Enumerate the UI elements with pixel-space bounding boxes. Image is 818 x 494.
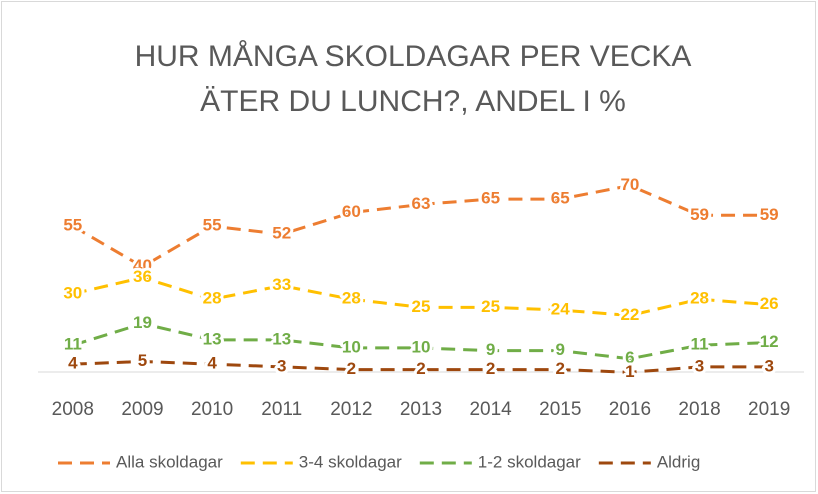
data-label: 12 bbox=[760, 332, 779, 351]
x-tick-label: 2012 bbox=[330, 399, 372, 420]
data-label: 4 bbox=[68, 354, 78, 373]
legend-label: 1-2 skoldagar bbox=[478, 452, 581, 471]
data-label: 11 bbox=[691, 335, 709, 354]
data-label: 28 bbox=[342, 289, 361, 308]
data-label: 6 bbox=[625, 348, 634, 367]
x-tick-label: 2015 bbox=[539, 399, 581, 420]
data-label: 3 bbox=[764, 356, 773, 375]
data-label: 63 bbox=[412, 194, 431, 213]
data-label: 10 bbox=[342, 337, 361, 356]
data-label: 25 bbox=[481, 297, 500, 316]
x-tick-label: 2013 bbox=[400, 399, 442, 420]
x-tick-label: 2016 bbox=[609, 399, 651, 420]
data-label: 70 bbox=[620, 175, 639, 194]
x-tick-label: 2011 bbox=[261, 399, 302, 420]
chart-title: ÄTER DU LUNCH?, ANDEL I % bbox=[200, 85, 626, 118]
data-label: 3 bbox=[277, 356, 286, 375]
series-line bbox=[72, 183, 770, 269]
data-label: 33 bbox=[272, 275, 291, 294]
data-label: 52 bbox=[272, 224, 291, 243]
data-label: 25 bbox=[412, 297, 431, 316]
data-label: 13 bbox=[203, 329, 222, 348]
data-label: 22 bbox=[620, 305, 639, 324]
data-label: 65 bbox=[481, 189, 500, 208]
data-label: 60 bbox=[342, 202, 361, 221]
x-tick-label: 2018 bbox=[678, 399, 720, 420]
x-tick-label: 2014 bbox=[469, 399, 512, 420]
x-tick-label: 2008 bbox=[52, 399, 94, 420]
data-label: 36 bbox=[133, 267, 152, 286]
data-label: 2 bbox=[556, 359, 565, 378]
x-tick-label: 2009 bbox=[121, 399, 163, 420]
data-label: 24 bbox=[551, 300, 570, 319]
chart-title: HUR MÅNGA SKOLDAGAR PER VECKA bbox=[135, 40, 692, 73]
data-label: 3 bbox=[695, 356, 704, 375]
series-line bbox=[72, 276, 770, 317]
data-label: 59 bbox=[690, 205, 709, 224]
data-label: 28 bbox=[690, 289, 709, 308]
data-label: 2 bbox=[416, 359, 425, 378]
legend-label: Aldrig bbox=[657, 452, 700, 471]
data-label: 28 bbox=[203, 289, 222, 308]
data-label: 65 bbox=[551, 189, 570, 208]
data-label: 26 bbox=[760, 294, 779, 313]
data-label: 30 bbox=[63, 283, 82, 302]
data-label: 40 bbox=[133, 256, 152, 275]
series-line bbox=[72, 359, 770, 374]
legend-label: Alla skoldagar bbox=[116, 452, 223, 471]
data-label: 2 bbox=[486, 359, 495, 378]
data-label: 55 bbox=[203, 216, 222, 235]
legend: Alla skoldagar 3-4 skoldagar 1-2 skoldagar… bbox=[58, 452, 700, 471]
data-label: 19 bbox=[133, 313, 152, 332]
data-label: 2 bbox=[347, 359, 356, 378]
x-tick-label: 2010 bbox=[191, 399, 233, 420]
data-label: 5 bbox=[138, 351, 147, 370]
data-label: 9 bbox=[556, 340, 565, 359]
data-label: 55 bbox=[63, 216, 82, 235]
legend-label: 3-4 skoldagar bbox=[299, 452, 402, 471]
data-label: 4 bbox=[207, 354, 217, 373]
data-label: 1 bbox=[625, 362, 634, 381]
data-label: 9 bbox=[486, 340, 495, 359]
data-label: 59 bbox=[760, 205, 779, 224]
series-line bbox=[72, 322, 770, 361]
data-label: 13 bbox=[272, 329, 291, 348]
data-label: 10 bbox=[412, 337, 431, 356]
data-label: 11 bbox=[64, 335, 82, 354]
x-tick-label: 2019 bbox=[748, 399, 790, 420]
